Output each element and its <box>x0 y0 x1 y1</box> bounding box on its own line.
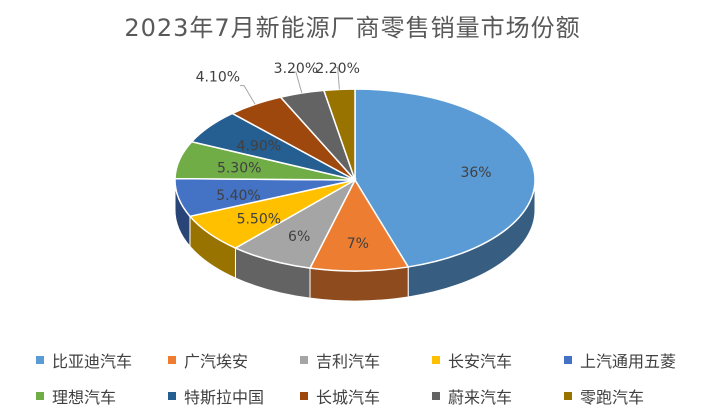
legend-label: 长安汽车 <box>448 352 513 371</box>
legend-label: 比亚迪汽车 <box>52 352 133 371</box>
leader-line-7 <box>240 85 256 105</box>
data-label-6: 4.90% <box>237 139 281 155</box>
legend-swatch <box>564 392 572 400</box>
legend-item-0: 比亚迪汽车 <box>36 348 168 372</box>
legend-label: 零跑汽车 <box>580 388 645 407</box>
legend-swatch <box>564 356 572 364</box>
leader-line-8 <box>291 71 303 94</box>
data-label-3: 5.50% <box>237 211 281 227</box>
data-labels: 36% 7% 6% 5.50% 5.40% 5.30% 4.90% 4.10% 3.20%2.2… <box>196 61 492 252</box>
legend-item-6: 特斯拉中国 <box>168 384 300 408</box>
legend-swatch <box>36 356 44 364</box>
pie-slice-0 <box>354 88 536 268</box>
pie-side-1 <box>309 266 409 302</box>
data-label-2: 6% <box>288 229 310 245</box>
data-label-4: 5.40% <box>216 188 260 204</box>
pie-sides <box>174 179 536 302</box>
legend-item-9: 零跑汽车 <box>564 384 696 408</box>
legend-swatch <box>36 392 44 400</box>
legend-label: 广汽埃安 <box>184 352 249 371</box>
legend-item-8: 蔚来汽车 <box>432 384 564 408</box>
legend-swatch <box>168 356 176 364</box>
legend-item-5: 理想汽车 <box>36 384 168 408</box>
pie-slices <box>174 88 536 272</box>
data-label-1: 7% <box>347 236 369 252</box>
legend-item-2: 吉利汽车 <box>300 348 432 372</box>
legend-label: 长城汽车 <box>316 388 381 407</box>
legend-swatch <box>432 392 440 400</box>
data-label-8: 3.20% <box>274 61 318 77</box>
legend-label: 吉利汽车 <box>316 352 381 371</box>
legend-item-7: 长城汽车 <box>300 384 432 408</box>
data-label-0: 36% <box>460 165 491 181</box>
legend-swatch <box>300 356 308 364</box>
legend-item-3: 长安汽车 <box>432 348 564 372</box>
chart-title: 2023年7月新能源厂商零售销量市场份额 <box>124 14 581 42</box>
pie-slice-9 <box>322 88 356 181</box>
legend-item-1: 广汽埃安 <box>168 348 300 372</box>
data-label-9: 2.20% <box>315 61 359 77</box>
legend-swatch <box>300 392 308 400</box>
legend-item-4: 上汽通用五菱 <box>564 348 696 372</box>
legend-label: 蔚来汽车 <box>448 388 513 407</box>
legend-label: 上汽通用五菱 <box>580 352 677 371</box>
pie-slice-1 <box>308 178 410 272</box>
legend-label: 特斯拉中国 <box>184 388 265 407</box>
data-label-5: 5.30% <box>217 161 261 177</box>
legend-label: 理想汽车 <box>52 388 117 407</box>
legend-swatch <box>168 392 176 400</box>
legend-swatch <box>432 356 440 364</box>
data-label-7: 4.10% <box>196 70 240 86</box>
legend: 比亚迪汽车 广汽埃安 吉利汽车 长安汽车 上汽通用五菱理想汽车 特斯拉中国 长城汽车 蔚来汽车… <box>36 348 696 408</box>
leader-line-9 <box>333 66 340 90</box>
